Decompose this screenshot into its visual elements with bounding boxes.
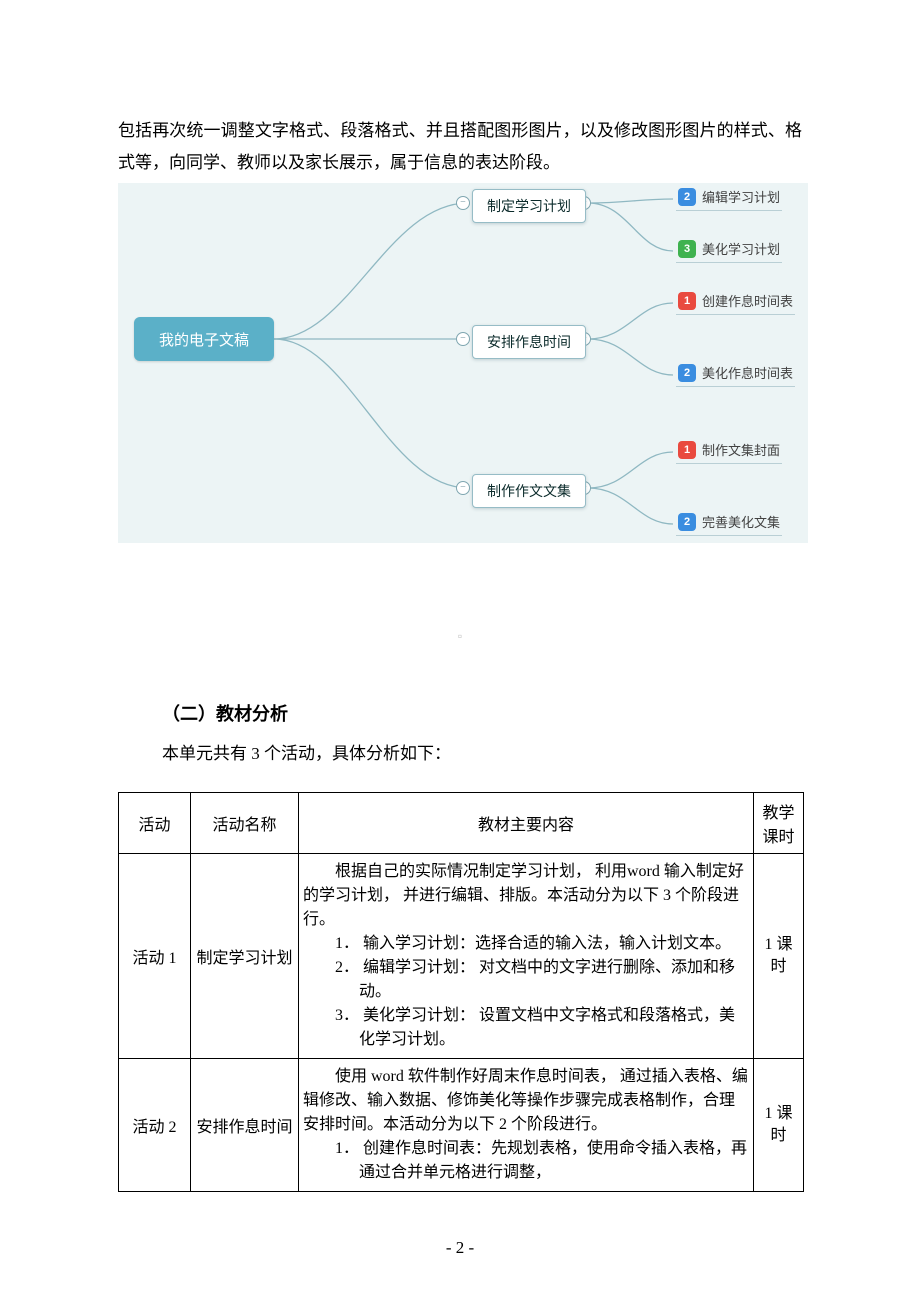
section-intro: 本单元共有 3 个活动，具体分析如下： [162, 738, 802, 770]
cell-name: 制定学习计划 [191, 854, 299, 1059]
mindmap-root: 我的电子文稿 [134, 317, 274, 361]
collapse-icon: − [456, 196, 470, 210]
leaf-label: 编辑学习计划 [702, 187, 780, 206]
leaf-badge: 2 [678, 188, 696, 206]
mindmap-leaf: 2 完善美化文集 [676, 512, 782, 536]
content-item: 1． 输入学习计划：选择合适的输入法，输入计划文本。 [303, 932, 749, 956]
mindmap-leaf: 1 创建作息时间表 [676, 291, 795, 315]
content-para: 根据自己的实际情况制定学习计划， 利用word 输入制定好的学习计划， 并进行编… [303, 860, 749, 932]
mindmap-leaf: 2 美化作息时间表 [676, 363, 795, 387]
content-item: 2． 编辑学习计划： 对文档中的文字进行删除、添加和移动。 [303, 956, 749, 1004]
mindmap-leaf: 1 制作文集封面 [676, 440, 782, 464]
th-activity: 活动 [119, 793, 191, 854]
leaf-label: 美化作息时间表 [702, 363, 793, 382]
content-item: 3． 美化学习计划： 设置文档中文字格式和段落格式，美化学习计划。 [303, 1004, 749, 1052]
leaf-label: 制作文集封面 [702, 440, 780, 459]
content-item: 1． 创建作息时间表：先规划表格，使用命令插入表格，再通过合并单元格进行调整， [303, 1137, 749, 1185]
intro-paragraph: 包括再次统一调整文字格式、段落格式、并且搭配图形图片，以及修改图形图片的样式、格… [118, 115, 802, 179]
cell-time: 1 课 时 [754, 854, 804, 1059]
leaf-label: 完善美化文集 [702, 512, 780, 531]
mindmap-leaf: 2 编辑学习计划 [676, 187, 782, 211]
th-time: 教学课时 [754, 793, 804, 854]
leaf-badge: 2 [678, 364, 696, 382]
cell-time: 1 课 时 [754, 1059, 804, 1192]
th-name: 活动名称 [191, 793, 299, 854]
collapse-icon: − [456, 481, 470, 495]
leaf-badge: 1 [678, 292, 696, 310]
leaf-label: 美化学习计划 [702, 239, 780, 258]
mindmap-branch-2: 安排作息时间 [472, 325, 586, 359]
leaf-label: 创建作息时间表 [702, 291, 793, 310]
table-row: 活动 1 制定学习计划 根据自己的实际情况制定学习计划， 利用word 输入制定… [119, 854, 804, 1059]
cell-name: 安排作息时间 [191, 1059, 299, 1192]
mindmap-branch-3: 制作作文文集 [472, 474, 586, 508]
cell-activity: 活动 2 [119, 1059, 191, 1192]
content-para: 使用 word 软件制作好周末作息时间表， 通过插入表格、编辑修改、输入数据、修… [303, 1065, 749, 1137]
collapse-icon: − [456, 332, 470, 346]
table-header-row: 活动 活动名称 教材主要内容 教学课时 [119, 793, 804, 854]
page-number: - 2 - [0, 1238, 920, 1258]
leaf-badge: 1 [678, 441, 696, 459]
separator-mark: ▫ [118, 629, 802, 644]
section-heading: （二）教材分析 [162, 700, 802, 726]
mindmap-leaf: 3 美化学习计划 [676, 239, 782, 263]
mindmap-branch-1: 制定学习计划 [472, 189, 586, 223]
leaf-badge: 3 [678, 240, 696, 258]
analysis-table: 活动 活动名称 教材主要内容 教学课时 活动 1 制定学习计划 根据自己的实际情… [118, 792, 804, 1192]
th-content: 教材主要内容 [299, 793, 754, 854]
cell-content: 根据自己的实际情况制定学习计划， 利用word 输入制定好的学习计划， 并进行编… [299, 854, 754, 1059]
table-row: 活动 2 安排作息时间 使用 word 软件制作好周末作息时间表， 通过插入表格… [119, 1059, 804, 1192]
cell-content: 使用 word 软件制作好周末作息时间表， 通过插入表格、编辑修改、输入数据、修… [299, 1059, 754, 1192]
mindmap-diagram: 我的电子文稿 − − − − − − 制定学习计划 安排作息时间 制作作文文集 … [118, 183, 808, 543]
leaf-badge: 2 [678, 513, 696, 531]
cell-activity: 活动 1 [119, 854, 191, 1059]
